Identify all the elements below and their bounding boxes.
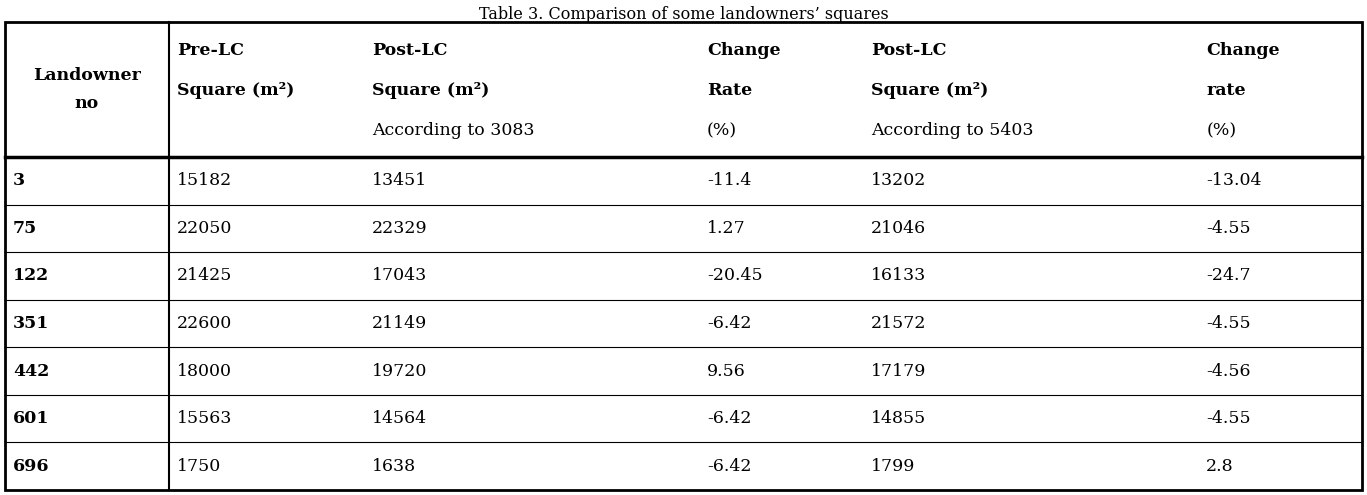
- Text: 21149: 21149: [372, 315, 427, 332]
- Text: Pre-LC: Pre-LC: [176, 42, 243, 59]
- Text: 17179: 17179: [871, 362, 927, 380]
- Text: Square (m²): Square (m²): [871, 82, 988, 99]
- Text: 1799: 1799: [871, 458, 916, 475]
- Text: 3: 3: [14, 172, 25, 189]
- Text: Landowner
no: Landowner no: [33, 67, 141, 112]
- Text: 14855: 14855: [871, 410, 925, 427]
- Text: 601: 601: [14, 410, 49, 427]
- Text: Change: Change: [1206, 42, 1280, 59]
- Text: Post-LC: Post-LC: [871, 42, 946, 59]
- Text: -4.55: -4.55: [1206, 410, 1251, 427]
- Text: 16133: 16133: [871, 267, 925, 285]
- Text: 351: 351: [14, 315, 49, 332]
- Text: -11.4: -11.4: [707, 172, 752, 189]
- Text: 442: 442: [14, 362, 49, 380]
- Text: According to 3083: According to 3083: [372, 122, 534, 139]
- Text: 22050: 22050: [176, 220, 232, 237]
- Text: -6.42: -6.42: [707, 315, 752, 332]
- Text: 1.27: 1.27: [707, 220, 746, 237]
- Text: 14564: 14564: [372, 410, 427, 427]
- Text: -6.42: -6.42: [707, 458, 752, 475]
- Text: 21572: 21572: [871, 315, 927, 332]
- Text: 1638: 1638: [372, 458, 416, 475]
- Text: Table 3. Comparison of some landowners’ squares: Table 3. Comparison of some landowners’ …: [478, 6, 889, 23]
- Text: 2.8: 2.8: [1206, 458, 1234, 475]
- Text: 13202: 13202: [871, 172, 927, 189]
- Text: Change: Change: [707, 42, 781, 59]
- Text: 22329: 22329: [372, 220, 428, 237]
- Text: 75: 75: [14, 220, 37, 237]
- Text: 122: 122: [14, 267, 49, 285]
- Text: Rate: Rate: [707, 82, 752, 99]
- Text: -4.55: -4.55: [1206, 315, 1251, 332]
- Text: 18000: 18000: [176, 362, 232, 380]
- Text: 15182: 15182: [176, 172, 232, 189]
- Text: 21425: 21425: [176, 267, 232, 285]
- Text: -20.45: -20.45: [707, 267, 763, 285]
- Text: -6.42: -6.42: [707, 410, 752, 427]
- Text: -4.56: -4.56: [1206, 362, 1251, 380]
- Text: 696: 696: [14, 458, 49, 475]
- Text: (%): (%): [1206, 122, 1236, 139]
- Text: 15563: 15563: [176, 410, 232, 427]
- Text: (%): (%): [707, 122, 737, 139]
- Text: 9.56: 9.56: [707, 362, 746, 380]
- Text: 19720: 19720: [372, 362, 427, 380]
- Text: rate: rate: [1206, 82, 1245, 99]
- Text: -24.7: -24.7: [1206, 267, 1251, 285]
- Text: 13451: 13451: [372, 172, 427, 189]
- Text: Square (m²): Square (m²): [176, 82, 294, 99]
- Text: 21046: 21046: [871, 220, 925, 237]
- Text: 22600: 22600: [176, 315, 232, 332]
- Text: -4.55: -4.55: [1206, 220, 1251, 237]
- Text: 17043: 17043: [372, 267, 427, 285]
- Text: According to 5403: According to 5403: [871, 122, 1033, 139]
- Text: Post-LC: Post-LC: [372, 42, 447, 59]
- Text: 1750: 1750: [176, 458, 221, 475]
- Text: Square (m²): Square (m²): [372, 82, 489, 99]
- Text: -13.04: -13.04: [1206, 172, 1262, 189]
